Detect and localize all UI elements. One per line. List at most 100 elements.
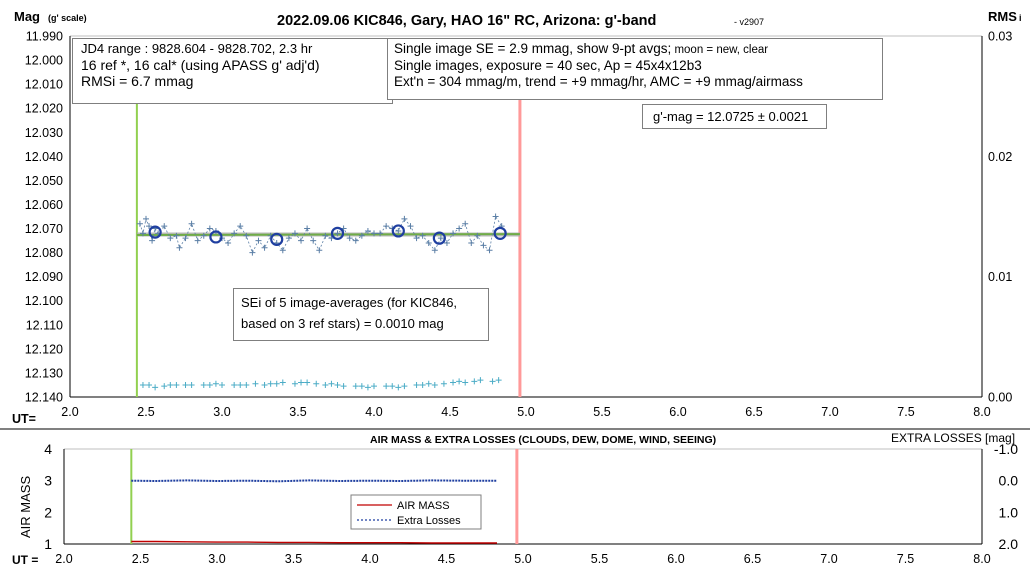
nine-pt-average-point	[493, 226, 507, 240]
top-y2label: RMS	[988, 9, 1017, 24]
rms-point	[471, 378, 478, 385]
top-y-tick-label: 11.990	[26, 30, 63, 44]
bottom-x-tick-label: 5.0	[514, 552, 531, 566]
single-image-point	[395, 227, 402, 234]
single-image-point	[425, 239, 432, 246]
rms-point	[313, 380, 320, 387]
air-mass-line	[131, 540, 497, 544]
rms-point	[212, 380, 219, 387]
top-y2label-sub: i	[1019, 13, 1022, 23]
bottom-y-tick-label: 1	[44, 536, 52, 552]
top-version: - v2907	[734, 17, 764, 27]
info-box: JD4 range : 9828.604 - 9828.702, 2.3 hr …	[72, 38, 393, 104]
info-rmsi: RMSi = 6.7 mmag	[81, 73, 194, 90]
top-x-tick-label: 2.5	[137, 405, 154, 419]
se-line1-small: moon = new, clear	[671, 44, 769, 56]
info-ref-count: 16 ref *, 16 cal* (using APASS g' adj'd)	[81, 56, 320, 73]
bottom-y-tick-label: 3	[44, 473, 52, 489]
top-y2-tick-label: 0.03	[988, 30, 1012, 44]
rms-point	[462, 379, 469, 386]
rms-point	[352, 383, 359, 390]
rms-point	[383, 383, 390, 390]
rms-point	[431, 381, 438, 388]
bottom-x-tick-label: 6.5	[744, 552, 761, 566]
bottom-title: AIR MASS & EXTRA LOSSES (CLOUDS, DEW, DO…	[370, 434, 716, 446]
single-image-point	[304, 225, 311, 232]
gmag-box: g'-mag = 12.0725 ± 0.0021	[642, 104, 827, 129]
bottom-x-tick-label: 7.5	[897, 552, 914, 566]
single-image-point	[173, 232, 180, 239]
top-fit-lines	[136, 232, 520, 237]
rms-point	[489, 378, 496, 385]
single-image-point	[188, 220, 195, 227]
single-image-point	[298, 237, 305, 244]
bottom-data-lines	[131, 479, 497, 544]
top-x-tick-label: 5.5	[593, 405, 610, 419]
nine-pt-average-point	[270, 232, 284, 246]
legend-frame	[350, 494, 482, 530]
rms-point	[279, 379, 286, 386]
single-image-point	[310, 237, 317, 244]
single-image-point	[419, 232, 426, 239]
bottom-y2-tick-label: 0.0	[999, 473, 1019, 489]
top-y-tick-label: 12.050	[25, 174, 63, 188]
rms-point	[291, 380, 298, 387]
bottom-y-tick-label: 4	[44, 441, 52, 457]
single-image-point	[443, 239, 450, 246]
top-x-tick-label: 5.0	[517, 405, 534, 419]
top-x-tick-label: 7.5	[897, 405, 914, 419]
single-image-point	[437, 235, 444, 242]
rms-point	[304, 379, 311, 386]
top-y-tick-label: 12.020	[25, 102, 63, 116]
bottom-y2-tick-label: 1.0	[999, 504, 1019, 520]
top-y-tick-label: 12.100	[25, 294, 63, 308]
single-image-point	[474, 232, 481, 239]
sei-box: SEi of 5 image-averages (for KIC846, bas…	[233, 288, 489, 341]
single-image-point	[231, 230, 238, 237]
single-image-point	[139, 230, 146, 237]
bottom-ylabel: AIR MASS	[18, 476, 33, 538]
se-line2: Single images, exposure = 40 sec, Ap = 4…	[394, 57, 702, 73]
bottom-x-tick-label: 2.0	[55, 552, 72, 566]
sei-line2: based on 3 ref stars) = 0.0010 mag	[241, 316, 444, 331]
bottom-x-tick-label: 7.0	[820, 552, 837, 566]
rms-point	[252, 380, 259, 387]
bottom-tick-labels: 4 3 2 1 -1.0 0.0 1.0 2.0 2.0 2.5 3.0 3.5 4.0 4.5 5.0 5.…	[44, 441, 1018, 566]
bottom-x-tick-label: 6.0	[667, 552, 684, 566]
rms-point	[477, 377, 484, 384]
top-data-marks	[136, 213, 507, 391]
rms-point	[173, 381, 180, 388]
rms-point	[167, 381, 174, 388]
rms-point	[419, 381, 426, 388]
nine-pt-average-point	[432, 231, 446, 245]
single-image-connector-line	[139, 215, 503, 254]
trend-line	[136, 233, 520, 237]
rms-point	[139, 381, 146, 388]
single-image-point	[462, 220, 469, 227]
top-y2-tick-label: 0.02	[988, 150, 1012, 164]
top-x-tick-label: 6.5	[745, 405, 762, 419]
rms-point	[261, 381, 268, 388]
rms-point	[200, 381, 207, 388]
single-image-point	[200, 232, 207, 239]
single-image-point	[322, 232, 329, 239]
single-image-point	[143, 215, 149, 222]
top-y-tick-label: 12.010	[25, 78, 63, 92]
top-y-tick-label: 12.080	[25, 246, 63, 260]
bottom-x-tick-label: 5.5	[591, 552, 608, 566]
single-image-point	[149, 237, 156, 244]
top-x-tick-label: 2.0	[61, 405, 78, 419]
bottom-x-tick-label: 2.5	[132, 552, 149, 566]
top-y-tick-label: 12.000	[25, 54, 63, 68]
single-image-point	[206, 225, 213, 232]
nine-pt-average-point	[391, 224, 405, 238]
nine-pt-average-point	[330, 226, 345, 240]
se-line1-main: Single image SE = 2.9 mmag, show 9-pt av…	[394, 41, 672, 56]
rms-point	[340, 383, 347, 390]
single-image-point	[261, 244, 268, 251]
single-image-point	[167, 235, 174, 242]
top-xlabel: UT=	[12, 412, 36, 426]
top-y-tick-label: 12.140	[25, 391, 63, 405]
single-image-point	[146, 223, 153, 230]
